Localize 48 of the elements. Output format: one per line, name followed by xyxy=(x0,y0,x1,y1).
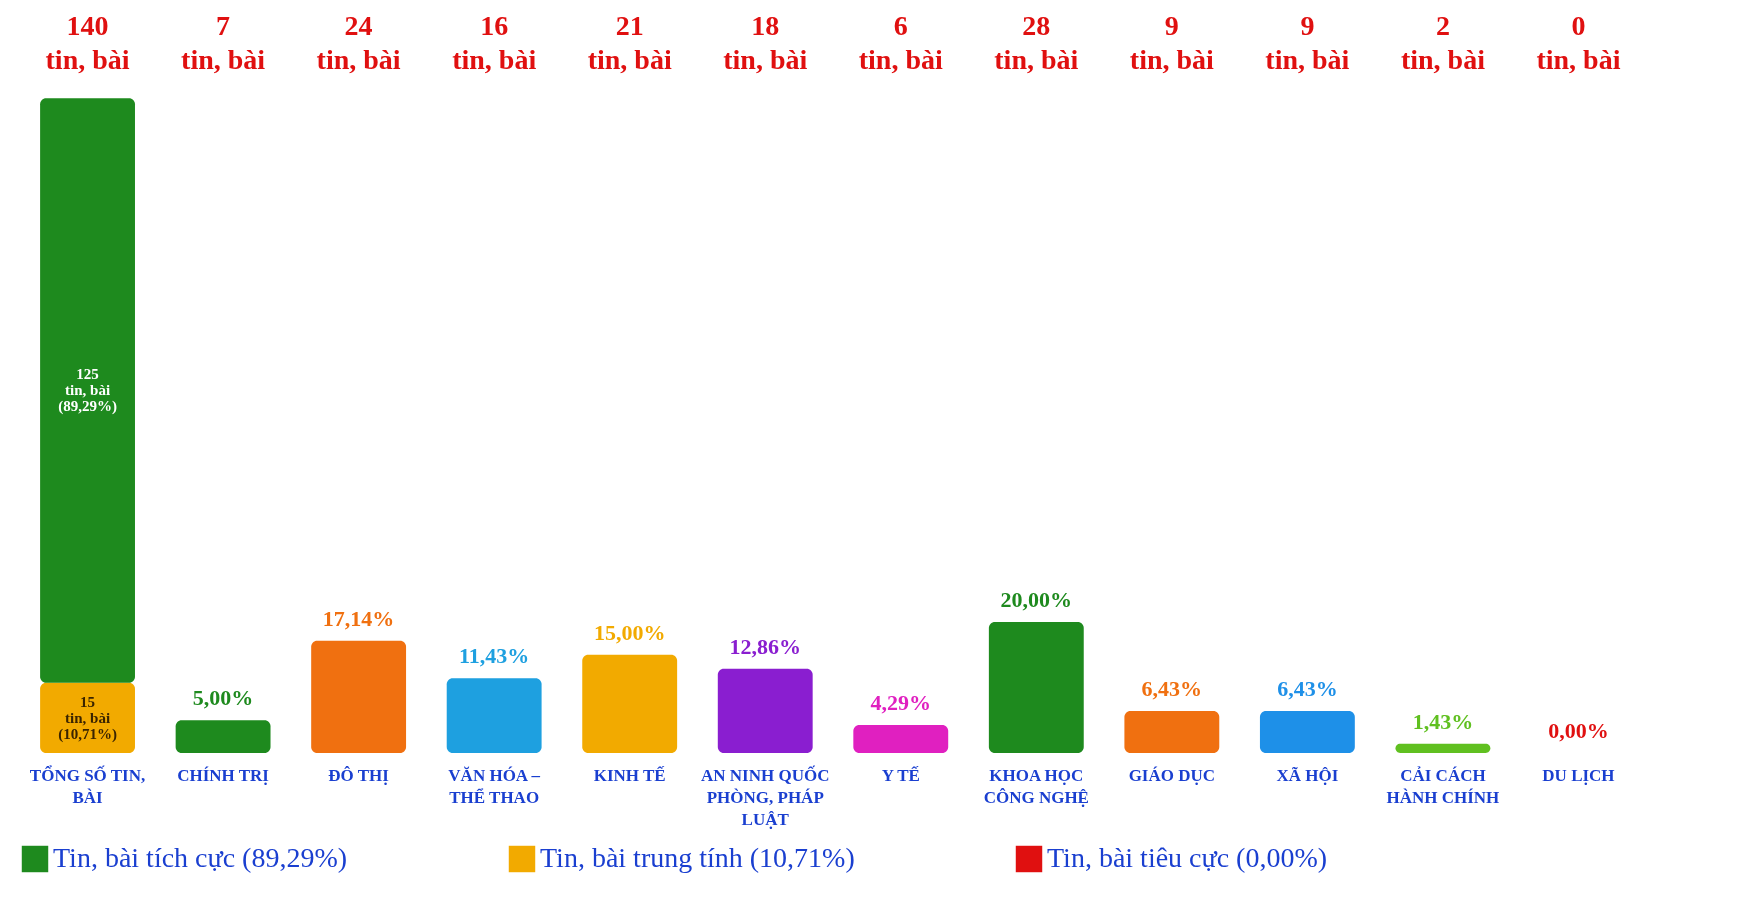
bar xyxy=(446,678,542,753)
data-label: 4,29% xyxy=(870,689,932,715)
x-tick-label: GIÁO DỤC xyxy=(1128,765,1216,785)
data-label: 11,43% xyxy=(459,643,530,669)
data-label: 15,00% xyxy=(593,619,666,645)
legend-label: Tin, bài tiêu cực (0,00%) xyxy=(1047,842,1328,873)
x-tick-label: Y TẾ xyxy=(881,765,920,785)
x-tick-label: KHOA HỌC CÔNG NGHỆ xyxy=(983,765,1089,807)
data-label: 125 tin, bài (89,29%) xyxy=(58,366,117,416)
text: 9 tin, bài xyxy=(1129,10,1215,75)
x-tick-label: TỔNG SỐ TIN, BÀI xyxy=(29,764,146,807)
bar xyxy=(717,668,813,753)
text: 140 tin, bài xyxy=(45,10,130,75)
data-label: 1,43% xyxy=(1412,708,1474,734)
bar xyxy=(1124,710,1220,753)
data-label: 15 tin, bài (10,71%) xyxy=(58,693,117,743)
x-tick-label: DU LỊCH xyxy=(1542,765,1615,785)
x-tick-label: KINH TẾ xyxy=(593,765,666,785)
bar xyxy=(1395,743,1491,753)
x-tick-label: AN NINH QUỐC PHÒNG, PHÁP LUẬT xyxy=(701,764,830,829)
legend-label: Tin, bài trung tính (10,71%) xyxy=(540,842,855,873)
data-label: 6,43% xyxy=(1141,675,1203,701)
text: 2 tin, bài xyxy=(1400,10,1486,75)
data-label: 12,86% xyxy=(729,633,801,659)
legend-label: Tin, bài tích cực (89,29%) xyxy=(53,842,348,873)
x-tick-label: ĐÔ THỊ xyxy=(328,765,390,785)
data-label: 6,43% xyxy=(1277,675,1338,701)
bar xyxy=(853,724,949,753)
text: 9 tin, bài xyxy=(1265,10,1350,75)
data-label: 5,00% xyxy=(192,685,254,711)
text: 28 tin, bài xyxy=(994,10,1079,75)
data-label: 20,00% xyxy=(1000,587,1073,613)
text: 6 tin, bài xyxy=(858,10,943,75)
text: 18 tin, bài xyxy=(723,10,808,75)
x-tick-label: VĂN HÓA – THỂ THAO xyxy=(448,765,541,807)
data-label: 0,00% xyxy=(1548,718,1609,743)
text: 7 tin, bài xyxy=(181,10,266,75)
text: 24 tin, bài xyxy=(316,10,401,75)
bar xyxy=(40,98,135,683)
x-tick-label: CHÍNH TRỊ xyxy=(177,765,270,785)
text: 0 tin, bài xyxy=(1536,10,1621,75)
x-tick-label: CẢI CÁCH HÀNH CHÍNH xyxy=(1386,765,1500,807)
data-label: 17,14% xyxy=(322,605,395,631)
text: 21 tin, bài xyxy=(587,10,672,75)
bar xyxy=(1259,710,1355,753)
x-tick-label: XÃ HỘI xyxy=(1276,765,1339,785)
bar xyxy=(311,640,407,753)
text: 16 tin, bài xyxy=(452,10,537,75)
